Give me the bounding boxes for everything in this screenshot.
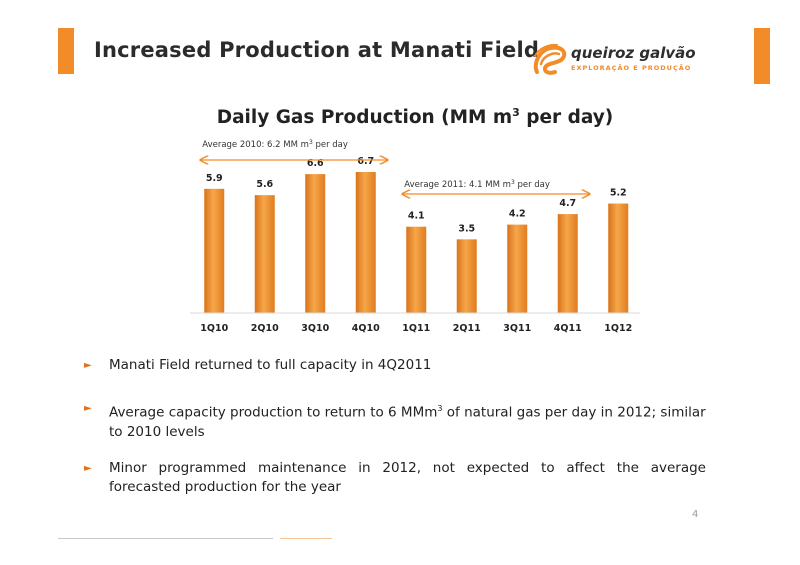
annotation-text-2: Average 2011: 4.1 MM m3 per day [404, 179, 550, 190]
bar-3Q11 [507, 224, 528, 313]
title-accent-bar [58, 28, 74, 74]
x-tick-1Q12: 1Q12 [604, 323, 632, 334]
x-tick-4Q10: 4Q10 [352, 323, 380, 334]
bar-1Q10 [204, 188, 225, 313]
logo-tagline: EXPLORAÇÃO E PRODUÇÃO [571, 64, 692, 72]
bullet-text: Manati Field returned to full capacity i… [109, 357, 432, 373]
value-label-4Q10: 6.7 [357, 156, 374, 167]
bar-4Q11 [557, 214, 578, 313]
x-tick-3Q11: 3Q11 [503, 323, 531, 334]
annotation-text-1: Average 2010: 6.2 MM m3 per day [202, 139, 348, 150]
page-title: Increased Production at Manati Field [94, 38, 540, 62]
x-tick-2Q11: 2Q11 [453, 323, 481, 334]
bar-3Q10 [305, 174, 326, 313]
bullet-list: ► Manati Field returned to full capacity… [84, 356, 706, 497]
queiroz-galvao-logo-icon [533, 43, 567, 75]
bar-1Q11 [406, 226, 427, 313]
bullet-text: Average capacity production to return to… [109, 404, 438, 421]
chart-title-tail: per day) [519, 107, 614, 129]
bar-4Q10 [355, 172, 376, 313]
bullet-item: ► Manati Field returned to full capacity… [84, 356, 706, 375]
x-tick-1Q10: 1Q10 [200, 323, 228, 334]
value-label-2Q10: 5.6 [256, 179, 273, 190]
bar-1Q12 [608, 203, 629, 313]
gas-production-chart: 5.95.66.6 6.74.13.54.24.75.2 1Q10 2Q10 3Q10… [190, 139, 640, 334]
chart-title-main: Daily Gas Production (MM m [216, 107, 513, 129]
logo-accent-bar [754, 28, 770, 84]
footer-divider-accent [280, 538, 332, 539]
x-tick-2Q10: 2Q10 [251, 323, 279, 334]
bar-2Q11 [456, 239, 477, 313]
logo-wordmark: queiroz galvão [571, 44, 696, 62]
value-label-4Q11: 4.7 [559, 198, 576, 209]
bullet-text-sup: 3 [437, 404, 443, 413]
bars-group [204, 172, 629, 313]
chart-title: Daily Gas Production (MM m3 per day) [180, 106, 650, 128]
bullet-arrow-icon: ► [84, 360, 92, 371]
x-tick-1Q11: 1Q11 [402, 323, 430, 334]
value-label-1Q11: 4.1 [408, 211, 425, 222]
value-label-2Q11: 3.5 [458, 223, 475, 234]
company-logo: queiroz galvão EXPLORAÇÃO E PRODUÇÃO [531, 40, 696, 82]
x-tick-3Q10: 3Q10 [301, 323, 329, 334]
value-label-1Q12: 5.2 [610, 188, 627, 199]
bullet-item: ► Average capacity production to return … [84, 399, 706, 442]
chart-title-sup: 3 [512, 106, 520, 119]
bullet-item: ► Minor programmed maintenance in 2012, … [84, 459, 706, 497]
value-label-3Q11: 4.2 [509, 209, 526, 220]
footer-divider [58, 538, 273, 539]
value-label-1Q10: 5.9 [206, 173, 223, 184]
x-tick-labels-group: 1Q10 2Q10 3Q10 4Q10 1Q11 2Q11 3Q11 4Q11 1Q12 [200, 323, 632, 334]
x-tick-4Q11: 4Q11 [554, 323, 582, 334]
bullet-text: Minor programmed maintenance in 2012, no… [109, 459, 706, 495]
bullet-arrow-icon: ► [84, 462, 92, 474]
annotations-group: Average 2010: 6.2 MM m3 per day Average 2… [200, 139, 590, 194]
bullet-arrow-icon: ► [84, 403, 92, 414]
page-number: 4 [692, 509, 699, 520]
bullet-text-after: of natural gas per day in 2012; similar … [109, 404, 706, 440]
bar-2Q10 [254, 195, 275, 313]
